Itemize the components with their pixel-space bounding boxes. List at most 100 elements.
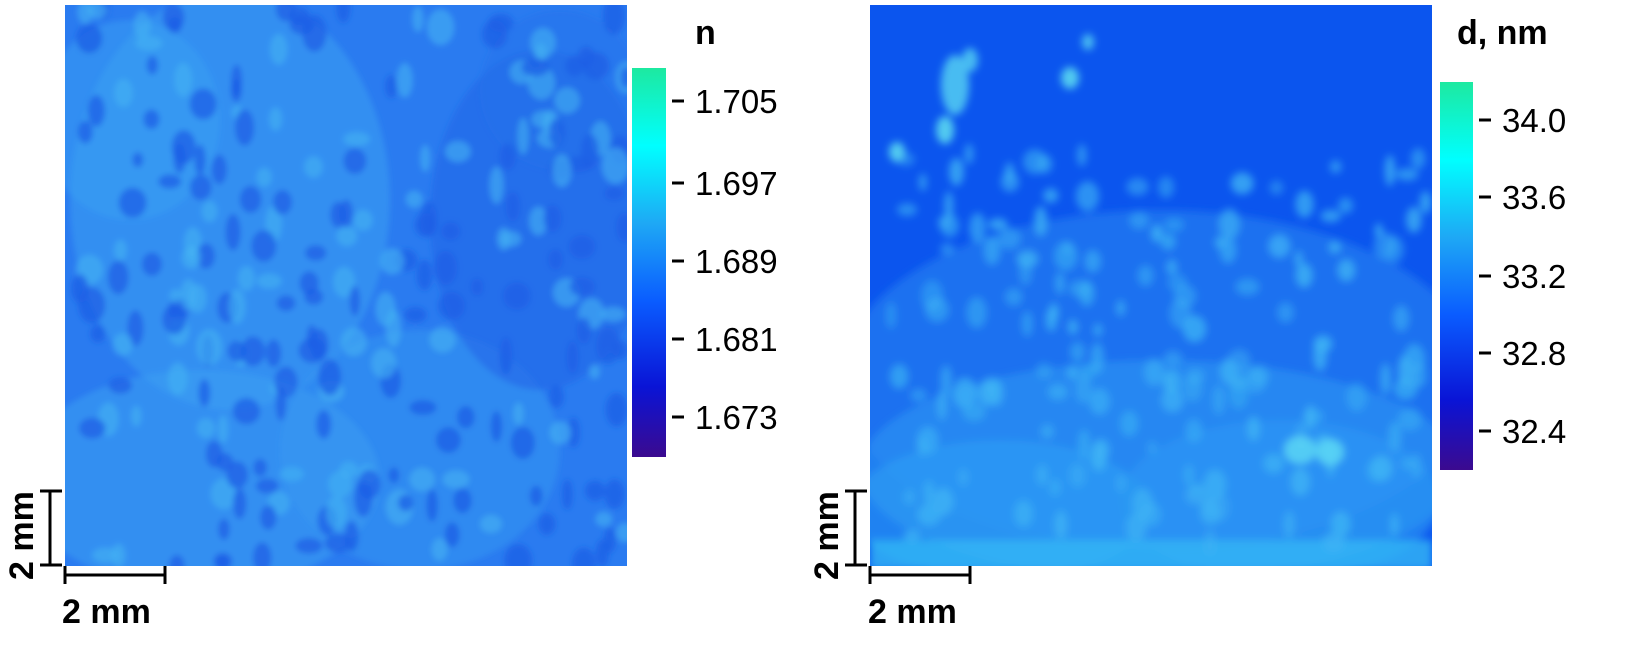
texture-spot bbox=[517, 117, 529, 155]
texture-spot bbox=[196, 417, 215, 439]
texture-spot bbox=[1393, 305, 1410, 332]
texture-spot bbox=[1019, 256, 1032, 286]
texture-spot bbox=[189, 88, 217, 120]
texture-spot bbox=[133, 10, 151, 39]
texture-spot bbox=[1047, 384, 1068, 400]
texture-spot bbox=[504, 543, 533, 566]
texture-spot bbox=[1338, 197, 1354, 214]
texture-spot bbox=[1164, 218, 1184, 232]
texture-spot bbox=[343, 147, 367, 175]
texture-spot bbox=[87, 94, 105, 127]
texture-spot bbox=[890, 364, 909, 389]
texture-spot bbox=[571, 547, 596, 566]
colorbar-tick-label: 33.2 bbox=[1502, 258, 1566, 295]
texture-spot bbox=[1249, 364, 1269, 386]
texture-spot bbox=[385, 309, 402, 348]
texture-spot bbox=[529, 485, 543, 507]
texture-spot bbox=[275, 386, 287, 422]
texture-spot bbox=[581, 133, 599, 170]
texture-spot bbox=[604, 479, 625, 509]
texture-spot bbox=[237, 265, 255, 291]
texture-spot bbox=[434, 250, 458, 286]
texture-spot bbox=[530, 27, 556, 58]
texture-spot bbox=[940, 365, 952, 396]
texture-spot bbox=[239, 185, 262, 214]
texture-spot bbox=[1322, 532, 1346, 553]
texture-spot bbox=[1040, 424, 1054, 439]
texture-spot bbox=[925, 297, 949, 323]
texture-spot bbox=[162, 304, 187, 335]
texture-spot bbox=[1036, 154, 1053, 174]
texture-spot bbox=[217, 414, 229, 444]
texture-spot bbox=[1337, 259, 1355, 282]
texture-spot bbox=[1284, 436, 1316, 464]
texture-spot bbox=[1055, 272, 1065, 295]
texture-spot bbox=[1120, 420, 1432, 566]
texture-spot bbox=[171, 130, 196, 165]
texture-spot bbox=[304, 156, 323, 179]
texture-spot bbox=[1068, 319, 1078, 335]
right-colorbar-title: d, nm bbox=[1457, 14, 1548, 52]
texture-spot bbox=[499, 337, 513, 375]
texture-spot bbox=[616, 522, 627, 543]
texture-spot bbox=[306, 324, 318, 350]
texture-spot bbox=[168, 17, 182, 34]
texture-spot bbox=[370, 348, 397, 379]
texture-spot bbox=[1346, 382, 1367, 412]
texture-spot bbox=[158, 174, 182, 189]
texture-spot bbox=[442, 470, 470, 489]
texture-spot bbox=[1054, 510, 1068, 539]
texture-spot bbox=[332, 266, 356, 298]
texture-spot bbox=[353, 209, 373, 231]
texture-spot bbox=[1068, 280, 1091, 297]
texture-spot bbox=[937, 390, 947, 421]
texture-spot bbox=[886, 302, 897, 329]
right-colorbar bbox=[1440, 82, 1473, 470]
texture-spot bbox=[268, 107, 283, 131]
texture-spot bbox=[426, 9, 455, 46]
texture-spot bbox=[194, 144, 206, 176]
texture-spot bbox=[1120, 410, 1139, 437]
texture-spot bbox=[1294, 250, 1303, 267]
texture-spot bbox=[265, 339, 282, 368]
texture-spot bbox=[1070, 341, 1085, 362]
texture-spot bbox=[1405, 206, 1422, 233]
texture-spot bbox=[256, 167, 272, 188]
texture-spot bbox=[405, 190, 423, 209]
texture-spot bbox=[600, 306, 626, 322]
texture-spot bbox=[1384, 235, 1405, 264]
texture-spot bbox=[521, 59, 550, 77]
texture-spot bbox=[510, 426, 535, 460]
texture-spot bbox=[1157, 176, 1175, 199]
texture-spot bbox=[1320, 209, 1341, 223]
texture-spot bbox=[327, 470, 353, 498]
texture-spot bbox=[998, 227, 1021, 250]
texture-spot bbox=[1034, 206, 1048, 237]
texture-spot bbox=[1268, 234, 1291, 258]
texture-spot bbox=[1366, 459, 1386, 483]
texture-spot bbox=[969, 212, 986, 244]
texture-spot bbox=[1247, 416, 1260, 442]
texture-spot bbox=[1126, 177, 1149, 196]
texture-spot bbox=[196, 328, 223, 366]
texture-spot bbox=[240, 336, 266, 367]
texture-spot bbox=[548, 385, 564, 409]
texture-spot bbox=[143, 109, 160, 130]
texture-spot bbox=[1313, 340, 1327, 371]
texture-spot bbox=[181, 245, 201, 270]
texture-spot bbox=[933, 487, 954, 516]
texture-spot bbox=[343, 131, 371, 147]
texture-spot bbox=[304, 244, 327, 261]
texture-spot bbox=[168, 554, 185, 566]
texture-spot bbox=[958, 468, 968, 486]
texture-spot bbox=[1390, 512, 1399, 537]
texture-spot bbox=[409, 399, 437, 416]
texture-spot bbox=[78, 286, 106, 324]
texture-spot bbox=[1186, 368, 1205, 384]
right-panel: d, nm 34.0 33.6 33.2 32.8 32.4 2 mm 2 mm bbox=[808, 5, 1566, 631]
texture-spot bbox=[479, 514, 503, 534]
texture-spot bbox=[1328, 241, 1341, 254]
texture-spot bbox=[213, 552, 233, 566]
texture-spot bbox=[1228, 349, 1251, 373]
